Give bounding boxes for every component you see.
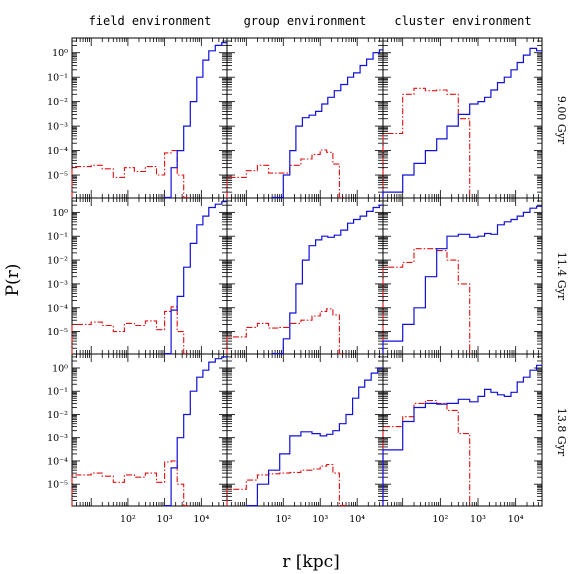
red-histogram-r2-c1 bbox=[226, 463, 346, 507]
y-tick-label: 10⁰ bbox=[52, 208, 68, 219]
red-histogram-r1-c1 bbox=[226, 308, 346, 355]
red-histogram-r0-c1 bbox=[226, 149, 346, 199]
x-tick-label: 10² bbox=[120, 514, 136, 525]
red-histogram-r2-c2 bbox=[382, 399, 471, 506]
x-tick-label: 10² bbox=[432, 514, 448, 525]
y-tick-label: 10⁻⁴ bbox=[47, 146, 68, 157]
y-tick-label: 10⁻² bbox=[47, 410, 68, 421]
x-tick-label: 10² bbox=[275, 514, 291, 525]
y-tick-label: 10⁻¹ bbox=[47, 232, 68, 243]
panel-frame-r1-c1 bbox=[226, 197, 384, 355]
y-tick-label: 10⁻⁵ bbox=[47, 171, 68, 182]
x-tick-label: 10³ bbox=[312, 514, 328, 525]
red-histogram-r0-c2 bbox=[382, 87, 471, 198]
panel-frame-r2-c0 bbox=[71, 353, 228, 507]
red-histogram-r1-c0 bbox=[71, 306, 191, 355]
red-histogram-r2-c0 bbox=[71, 460, 191, 507]
y-tick-label: 10⁰ bbox=[52, 48, 68, 59]
blue-histogram-r1-c2 bbox=[382, 205, 542, 354]
blue-histogram-r2-c0 bbox=[164, 356, 227, 507]
y-tick-label: 10⁻³ bbox=[47, 122, 68, 133]
red-histogram-r0-c0 bbox=[71, 150, 191, 199]
panel-frame-r1-c2 bbox=[382, 197, 543, 355]
y-tick-label: 10⁻⁴ bbox=[47, 303, 68, 314]
y-tick-label: 10⁻³ bbox=[47, 279, 68, 290]
y-tick-label: 10⁻¹ bbox=[47, 387, 68, 398]
blue-histogram-r0-c2 bbox=[382, 47, 542, 198]
blue-histogram-r1-c1 bbox=[271, 204, 383, 355]
x-tick-label: 10³ bbox=[470, 514, 486, 525]
panel-frame-r0-c0 bbox=[71, 37, 228, 199]
panel-frame-r2-c1 bbox=[226, 353, 384, 507]
x-tick-label: 10⁴ bbox=[193, 514, 209, 525]
y-tick-label: 10⁻¹ bbox=[47, 73, 68, 84]
panel-frame-r1-c0 bbox=[71, 197, 228, 355]
y-tick-label: 10⁻⁴ bbox=[47, 456, 68, 467]
panel-frame-r2-c2 bbox=[382, 353, 543, 507]
red-histogram-r1-c2 bbox=[382, 248, 471, 354]
y-tick-label: 10⁻² bbox=[47, 97, 68, 108]
x-tick-label: 10⁴ bbox=[508, 514, 524, 525]
x-tick-label: 10³ bbox=[157, 514, 173, 525]
blue-histogram-r2-c2 bbox=[382, 364, 542, 506]
y-tick-label: 10⁰ bbox=[52, 363, 68, 374]
y-tick-label: 10⁻⁵ bbox=[47, 327, 68, 338]
blue-histogram-r2-c1 bbox=[245, 367, 383, 507]
blue-histogram-r1-c0 bbox=[164, 201, 227, 355]
blue-histogram-r0-c0 bbox=[164, 42, 227, 199]
blue-histogram-r0-c1 bbox=[271, 49, 383, 199]
x-tick-label: 10⁴ bbox=[349, 514, 365, 525]
y-tick-label: 10⁻³ bbox=[47, 433, 68, 444]
y-tick-label: 10⁻² bbox=[47, 256, 68, 267]
y-tick-label: 10⁻⁵ bbox=[47, 480, 68, 491]
